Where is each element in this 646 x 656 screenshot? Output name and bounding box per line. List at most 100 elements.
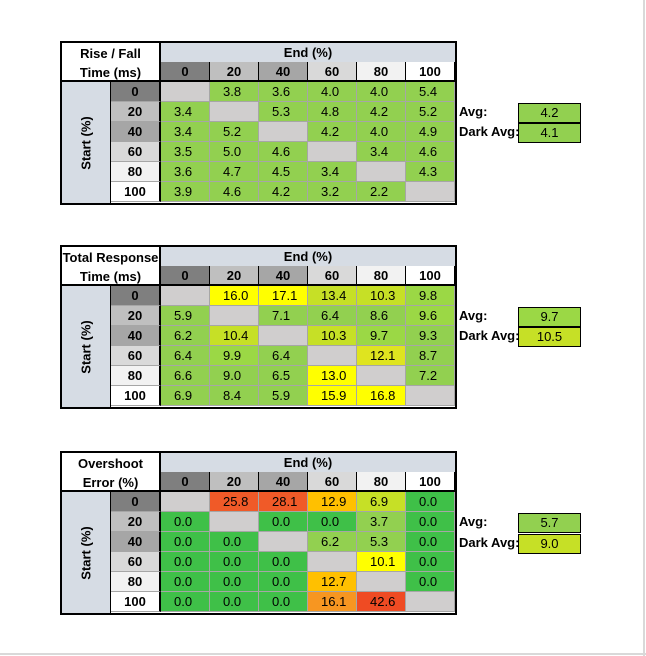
- avg-value: 4.2: [518, 103, 581, 123]
- row-header: 0: [111, 286, 161, 306]
- column-header: 20: [210, 266, 259, 286]
- value-cell: 2.2: [357, 182, 406, 202]
- column-header: 0: [161, 266, 210, 286]
- value-cell: 3.4: [357, 142, 406, 162]
- column-header: 40: [259, 472, 308, 492]
- value-cell: 12.1: [357, 346, 406, 366]
- value-cell: 7.2: [406, 366, 455, 386]
- value-cell: 5.0: [210, 142, 259, 162]
- value-cell: 17.1: [259, 286, 308, 306]
- total-response-time-table: Total Response Time (ms) End (%) Start (…: [60, 245, 457, 409]
- value-cell: 9.3: [406, 326, 455, 346]
- avg-label: Avg:: [459, 308, 488, 323]
- value-cell: 25.8: [210, 492, 259, 512]
- value-cell: 0.0: [259, 512, 308, 532]
- table-border-bottom: [60, 203, 457, 205]
- diagonal-cell: [161, 492, 210, 512]
- value-cell: 5.2: [406, 102, 455, 122]
- table-border-bottom: [60, 613, 457, 615]
- value-cell: 42.6: [357, 592, 406, 612]
- diagonal-cell: [259, 122, 308, 142]
- value-cell: 12.9: [308, 492, 357, 512]
- end-axis-label: End (%): [161, 451, 457, 472]
- value-cell: 15.9: [308, 386, 357, 406]
- value-cell: 6.2: [308, 532, 357, 552]
- value-cell: 16.1: [308, 592, 357, 612]
- value-cell: 0.0: [406, 492, 455, 512]
- diagonal-cell: [308, 346, 357, 366]
- value-cell: 4.2: [259, 182, 308, 202]
- value-cell: 0.0: [210, 592, 259, 612]
- value-cell: 8.4: [210, 386, 259, 406]
- column-header: 0: [161, 62, 210, 82]
- row-header: 100: [111, 592, 161, 612]
- table-border-bottom: [60, 407, 457, 409]
- value-cell: 4.2: [357, 102, 406, 122]
- start-axis-label: Start (%): [60, 492, 111, 615]
- value-cell: 9.8: [406, 286, 455, 306]
- value-cell: 9.0: [210, 366, 259, 386]
- value-cell: 6.2: [161, 326, 210, 346]
- value-cell: 0.0: [406, 552, 455, 572]
- value-cell: 0.0: [161, 552, 210, 572]
- column-header: 20: [210, 62, 259, 82]
- table-border-right: [455, 266, 457, 409]
- sheet-border-bottom: [0, 653, 646, 655]
- value-cell: 10.4: [210, 326, 259, 346]
- diagonal-cell: [259, 326, 308, 346]
- dark-avg-label: Dark Avg:: [459, 124, 520, 139]
- column-header: 60: [308, 62, 357, 82]
- value-cell: 6.9: [357, 492, 406, 512]
- dark-avg-value: 4.1: [518, 123, 581, 143]
- start-axis-text: Start (%): [78, 525, 94, 580]
- row-header: 80: [111, 572, 161, 592]
- diagonal-cell: [406, 386, 455, 406]
- column-header: 60: [308, 472, 357, 492]
- value-cell: 16.0: [210, 286, 259, 306]
- value-cell: 3.4: [161, 122, 210, 142]
- value-cell: 3.4: [161, 102, 210, 122]
- value-cell: 7.1: [259, 306, 308, 326]
- value-cell: 4.0: [308, 82, 357, 102]
- table-title-line2: Error (%): [82, 475, 139, 490]
- value-cell: 28.1: [259, 492, 308, 512]
- value-cell: 6.5: [259, 366, 308, 386]
- value-cell: 6.6: [161, 366, 210, 386]
- value-cell: 5.3: [357, 532, 406, 552]
- value-cell: 3.9: [161, 182, 210, 202]
- value-cell: 8.7: [406, 346, 455, 366]
- table-title-line1: Total Response: [62, 250, 159, 265]
- row-header: 20: [111, 306, 161, 326]
- value-cell: 0.0: [406, 532, 455, 552]
- value-cell: 0.0: [259, 572, 308, 592]
- table-title: Overshoot Error (%): [60, 451, 161, 492]
- avg-value: 9.7: [518, 307, 581, 327]
- value-cell: 0.0: [210, 572, 259, 592]
- value-cell: 0.0: [210, 532, 259, 552]
- value-cell: 0.0: [161, 532, 210, 552]
- column-header: 40: [259, 266, 308, 286]
- value-cell: 6.9: [161, 386, 210, 406]
- diagonal-cell: [210, 512, 259, 532]
- value-cell: 10.3: [308, 326, 357, 346]
- diagonal-cell: [259, 532, 308, 552]
- value-cell: 3.4: [308, 162, 357, 182]
- value-cell: 4.5: [259, 162, 308, 182]
- value-cell: 6.4: [161, 346, 210, 366]
- value-cell: 4.3: [406, 162, 455, 182]
- table-border-right: [455, 62, 457, 205]
- value-cell: 4.6: [406, 142, 455, 162]
- diagonal-cell: [161, 82, 210, 102]
- value-cell: 5.9: [259, 386, 308, 406]
- value-cell: 3.7: [357, 512, 406, 532]
- value-cell: 4.0: [357, 122, 406, 142]
- value-cell: 0.0: [161, 592, 210, 612]
- avg-label: Avg:: [459, 514, 488, 529]
- column-header: 80: [357, 266, 406, 286]
- value-cell: 3.6: [259, 82, 308, 102]
- value-cell: 5.9: [161, 306, 210, 326]
- value-cell: 8.6: [357, 306, 406, 326]
- start-axis-text: Start (%): [78, 115, 94, 170]
- row-header: 60: [111, 552, 161, 572]
- row-header: 40: [111, 326, 161, 346]
